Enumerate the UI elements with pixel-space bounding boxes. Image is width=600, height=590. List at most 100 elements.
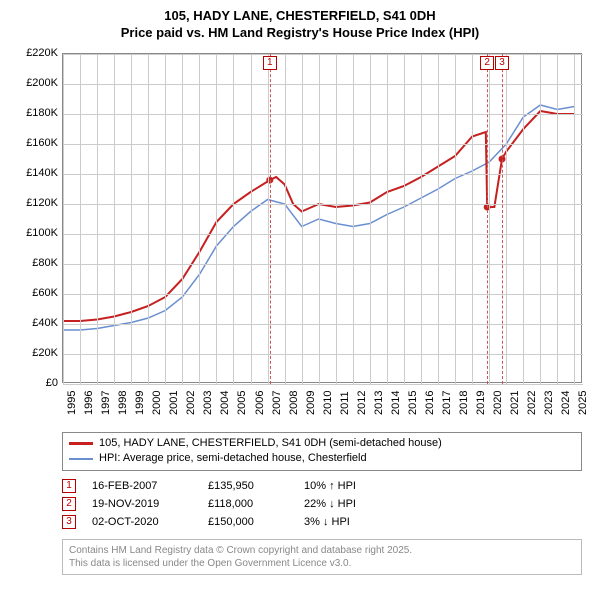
grid-line-v (216, 54, 217, 384)
x-tick-label: 2019 (475, 390, 487, 414)
x-tick-label: 2013 (373, 390, 385, 414)
y-tick-label: £60K (12, 287, 58, 299)
grid-line-v (285, 54, 286, 384)
y-tick-label: £200K (12, 77, 58, 89)
grid-line-v (233, 54, 234, 384)
sales-marker: 1 (62, 479, 76, 493)
x-tick-label: 2023 (543, 390, 555, 414)
x-tick-label: 2006 (254, 390, 266, 414)
grid-line-v (421, 54, 422, 384)
y-tick-label: £220K (12, 47, 58, 59)
grid-line-v (370, 54, 371, 384)
sales-date: 02-OCT-2020 (92, 516, 192, 528)
grid-line-v (353, 54, 354, 384)
sales-hpi: 3% ↓ HPI (304, 516, 404, 528)
x-tick-label: 2003 (202, 390, 214, 414)
x-tick-label: 2007 (271, 390, 283, 414)
x-tick-label: 2021 (509, 390, 521, 414)
x-tick-label: 2012 (356, 390, 368, 414)
sales-row: 302-OCT-2020£150,0003% ↓ HPI (62, 513, 582, 531)
y-tick-label: £180K (12, 107, 58, 119)
grid-line-h (63, 54, 583, 55)
sales-price: £135,950 (208, 480, 288, 492)
plot-area: 1 23 (62, 53, 582, 383)
x-tick-label: 2010 (322, 390, 334, 414)
sales-hpi: 22% ↓ HPI (304, 498, 404, 510)
grid-line-v (336, 54, 337, 384)
sales-row: 116-FEB-2007£135,95010% ↑ HPI (62, 477, 582, 495)
legend-row-1: 105, HADY LANE, CHESTERFIELD, S41 0DH (s… (69, 436, 575, 451)
sales-table: 116-FEB-2007£135,95010% ↑ HPI219-NOV-201… (62, 477, 582, 531)
sale-marker-box: 2 (480, 56, 494, 70)
x-tick-label: 2022 (526, 390, 538, 414)
x-tick-label: 1999 (134, 390, 146, 414)
y-tick-label: £20K (12, 347, 58, 359)
legend-box: 105, HADY LANE, CHESTERFIELD, S41 0DH (s… (62, 432, 582, 471)
grid-line-h (63, 114, 583, 115)
x-tick-label: 2014 (390, 390, 402, 414)
x-tick-label: 2018 (458, 390, 470, 414)
x-tick-label: 2015 (407, 390, 419, 414)
x-tick-label: 2002 (185, 390, 197, 414)
x-tick-label: 1996 (83, 390, 95, 414)
footer-line-1: Contains HM Land Registry data © Crown c… (69, 545, 412, 556)
grid-line-v (165, 54, 166, 384)
grid-line-h (63, 174, 583, 175)
grid-line-v (404, 54, 405, 384)
sale-marker-box: 3 (495, 56, 509, 70)
sale-marker-line (270, 54, 271, 384)
x-tick-label: 2001 (168, 390, 180, 414)
grid-line-h (63, 294, 583, 295)
footer-line-2: This data is licensed under the Open Gov… (69, 558, 351, 569)
grid-line-h (63, 84, 583, 85)
sales-marker: 3 (62, 515, 76, 529)
grid-line-v (148, 54, 149, 384)
grid-line-h (63, 204, 583, 205)
y-tick-label: £40K (12, 317, 58, 329)
legend-swatch-1 (69, 442, 93, 445)
grid-line-v (455, 54, 456, 384)
sales-date: 19-NOV-2019 (92, 498, 192, 510)
grid-line-v (523, 54, 524, 384)
grid-line-v (319, 54, 320, 384)
x-tick-label: 2011 (339, 391, 351, 415)
sale-marker-line (502, 54, 503, 384)
grid-line-v (80, 54, 81, 384)
sales-row: 2 19-NOV-2019 £118,000 22% ↓ HPI (62, 495, 582, 513)
x-tick-label: 2016 (424, 390, 436, 414)
y-tick-label: £120K (12, 197, 58, 209)
grid-line-v (489, 54, 490, 384)
chart-area: £0£20K£40K£60K£80K£100K£120K£140K£160K£1… (12, 48, 588, 428)
sales-price: £118,000 (208, 498, 288, 510)
chart-title: 105, HADY LANE, CHESTERFIELD, S41 0DH Pr… (12, 8, 588, 42)
sales-marker: 2 (62, 497, 76, 511)
grid-line-v (557, 54, 558, 384)
x-tick-label: 2009 (305, 390, 317, 414)
grid-line-h (63, 384, 583, 385)
legend-swatch-2 (69, 458, 93, 460)
sale-marker-box: 1 (263, 56, 277, 70)
grid-line-v (302, 54, 303, 384)
x-tick-label: 2004 (219, 390, 231, 414)
grid-line-v (131, 54, 132, 384)
legend-label-2: HPI: Average price, semi-detached house,… (99, 451, 367, 466)
x-tick-label: 2008 (288, 390, 300, 414)
x-tick-label: 1997 (100, 390, 112, 414)
grid-line-h (63, 264, 583, 265)
y-tick-label: £80K (12, 257, 58, 269)
footer-box: Contains HM Land Registry data © Crown c… (62, 539, 582, 575)
chart-svg (63, 54, 583, 384)
x-tick-label: 2024 (560, 390, 572, 414)
grid-line-v (182, 54, 183, 384)
x-tick-label: 1995 (66, 390, 78, 414)
x-tick-label: 2017 (441, 390, 453, 414)
x-tick-label: 2020 (492, 390, 504, 414)
grid-line-v (251, 54, 252, 384)
grid-line-v (540, 54, 541, 384)
y-tick-label: £100K (12, 227, 58, 239)
grid-line-v (97, 54, 98, 384)
title-line-2: Price paid vs. HM Land Registry's House … (121, 25, 480, 40)
grid-line-v (438, 54, 439, 384)
grid-line-v (268, 54, 269, 384)
grid-line-v (63, 54, 64, 384)
